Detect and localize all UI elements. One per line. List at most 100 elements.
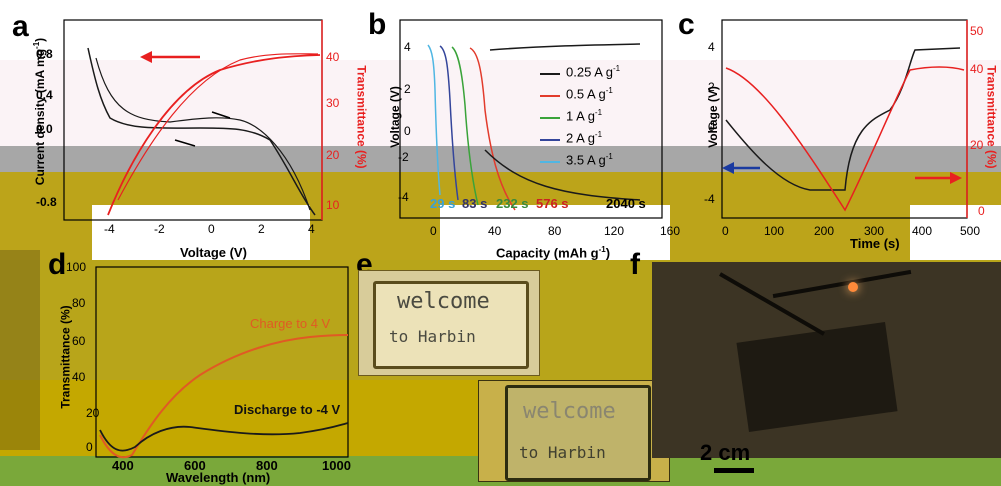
legend-label-1: 0.5 A g-1	[566, 86, 613, 101]
panel-b-ytick-4: -4	[398, 190, 409, 204]
legend-item-3: 2 A g-1	[540, 130, 660, 152]
panel-a-ylabel-sup: -1	[32, 41, 42, 49]
panel-b-xtick-2: 80	[548, 224, 562, 238]
legend-text-1: 0.5 A g	[566, 86, 606, 102]
panel-a-rtick-1: 30	[326, 96, 340, 110]
panel-b-time-3: 576 s	[536, 196, 569, 211]
panel-d-xtick-3: 1000	[322, 458, 351, 473]
panel-c-transmittance-curve	[725, 66, 965, 212]
panel-d-annot-charge: Charge to 4 V	[250, 316, 331, 331]
panel-f-photo	[652, 262, 1001, 458]
panel-b-xtick-0: 0	[430, 224, 437, 238]
panel-c-xtick-1: 100	[764, 224, 785, 238]
panel-a-rtick-2: 20	[326, 148, 340, 162]
panel-b-plot-frame	[399, 19, 663, 219]
panel-f-scale-text: 2 cm	[700, 440, 751, 465]
panel-d-xtick-0: 400	[112, 458, 134, 473]
panel-d-ytick-2: 60	[72, 334, 86, 348]
band-gray	[0, 146, 1001, 172]
panel-a-xtick-2: 0	[208, 222, 215, 236]
panel-f-device-shadow	[736, 321, 898, 433]
legend-sup-2: -1	[594, 108, 603, 117]
panel-f-wire-1	[719, 272, 825, 336]
panel-b-time-0: 29 s	[430, 196, 456, 211]
panel-f-label: f	[630, 248, 640, 281]
panel-b-time-1: 83 s	[462, 196, 488, 211]
panel-d-charge-curve	[99, 334, 349, 459]
panel-e-device-window-b	[505, 385, 651, 481]
panel-e-text-harbin-b: to Harbin	[519, 443, 606, 462]
panel-e-text-harbin: to Harbin	[389, 327, 476, 346]
panel-c-arrow-left-head	[722, 162, 734, 174]
legend-swatch-2	[540, 117, 560, 119]
panel-b-ytick-2: 0	[404, 124, 411, 138]
panel-d-chart	[95, 266, 349, 459]
panel-a-arrow-black-2	[174, 139, 196, 147]
legend-sup-4: -1	[605, 152, 613, 161]
panel-e-photo-top: welcome to Harbin	[358, 270, 540, 376]
panel-c-rtick-5: 0	[978, 204, 985, 218]
panel-a-ytick-4: -0.8	[36, 195, 57, 209]
legend-text-3: 2 A g	[566, 130, 595, 146]
band-pink-strip	[0, 60, 1001, 146]
panel-a-xtick-1: -2	[154, 222, 165, 236]
panel-f-led	[848, 282, 858, 292]
panel-a-xlabel: Voltage (V)	[180, 245, 247, 260]
panel-e-text-welcome: welcome	[397, 289, 490, 314]
panel-c-xtick-5: 500	[960, 224, 981, 238]
panel-c-chart	[721, 19, 968, 219]
panel-a-arrow-black-1	[211, 111, 231, 119]
panel-a-plot-frame	[63, 19, 323, 221]
panel-a-rtick-3: 10	[326, 198, 340, 212]
panel-a-label: a	[12, 10, 29, 43]
panel-c-ytick-0: 4	[708, 40, 715, 54]
panel-c-arrow-right-head	[950, 172, 962, 184]
panel-e-text-welcome-b: welcome	[523, 399, 616, 424]
panel-b-xlabel-sup: -1	[598, 245, 606, 254]
panel-d-annot-discharge: Discharge to -4 V	[234, 402, 341, 417]
panel-d-ylabel: Transmittance (%)	[58, 305, 73, 409]
band-olive-left	[0, 205, 92, 260]
panel-d-ytick-0: 100	[66, 260, 87, 274]
panel-e-photo-bottom: welcome to Harbin	[478, 380, 670, 482]
panel-b-xlabel-main: Capacity (mAh g	[496, 245, 599, 261]
legend-text-0: 0.25 A g	[566, 64, 613, 80]
panel-d-xtick-2: 800	[256, 458, 278, 473]
panel-d-plot-frame	[95, 266, 349, 458]
panel-a-ylabel: Current density (mA mg-1)	[32, 38, 47, 185]
panel-d-ytick-1: 80	[72, 296, 86, 310]
band-dark-left	[0, 250, 40, 450]
panel-a-transmittance-curve	[107, 54, 321, 216]
panel-a-ytick-1: 0.4	[36, 88, 53, 102]
legend-sup-1: -1	[605, 86, 613, 95]
panel-c-xtick-2: 200	[814, 224, 835, 238]
panel-e-device-window	[373, 281, 529, 369]
panel-b-legend: 0.25 A g-1 0.5 A g-1 1 A g-1 2 A g-1 3.5…	[540, 64, 660, 174]
legend-text-4: 3.5 A g	[566, 152, 606, 168]
panel-b-ytick-3: -2	[398, 150, 409, 164]
panel-a-xtick-3: 2	[258, 222, 265, 236]
panel-b-curve-3p5	[427, 44, 441, 196]
panel-d-label: d	[48, 248, 67, 281]
panel-a-cv-curve	[87, 47, 316, 216]
panel-c-xlabel: Time (s)	[850, 236, 900, 251]
panel-c-ylabel: Voltage (V)	[705, 86, 720, 148]
panel-d-discharge-curve	[99, 422, 349, 452]
legend-swatch-4	[540, 161, 560, 163]
legend-item-2: 1 A g-1	[540, 108, 660, 130]
panel-b-curve-0p5	[469, 47, 516, 211]
panel-c-label: c	[678, 8, 695, 41]
legend-swatch-1	[540, 95, 560, 97]
panel-a-ytick-0: 0.8	[36, 47, 53, 61]
legend-label-4: 3.5 A g-1	[566, 152, 613, 167]
panel-b-ytick-0: 4	[404, 40, 411, 54]
panel-b-curve-1	[451, 46, 479, 206]
legend-label-2: 1 A g-1	[566, 108, 602, 123]
panel-b-time-4: 2040 s	[606, 196, 646, 211]
panel-b-xtick-4: 160	[660, 224, 681, 238]
panel-b-ytick-1: 2	[404, 82, 411, 96]
panel-b-curve-0p25	[484, 43, 641, 201]
panel-c-rtick-0: 50	[970, 24, 984, 38]
panel-c-ytick-1: 2	[708, 80, 715, 94]
band-olive-mid-b	[670, 205, 910, 260]
